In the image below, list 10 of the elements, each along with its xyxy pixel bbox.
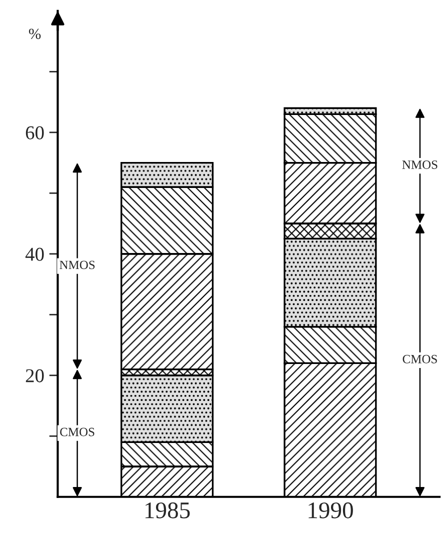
annotation: NMOS bbox=[402, 160, 438, 169]
y-tick-label: 60 bbox=[26, 126, 44, 140]
y-tick-label: 40 bbox=[25, 248, 44, 261]
x-tick-label: 1990 bbox=[308, 502, 353, 518]
annotation: CMOS bbox=[402, 354, 437, 364]
annotation: CMOS bbox=[60, 428, 94, 436]
x-tick-label: 1985 bbox=[146, 502, 190, 518]
annotation: NMOS bbox=[60, 260, 95, 270]
y-axis-title: % bbox=[28, 28, 41, 40]
y-tick-label: 20 bbox=[26, 369, 44, 382]
